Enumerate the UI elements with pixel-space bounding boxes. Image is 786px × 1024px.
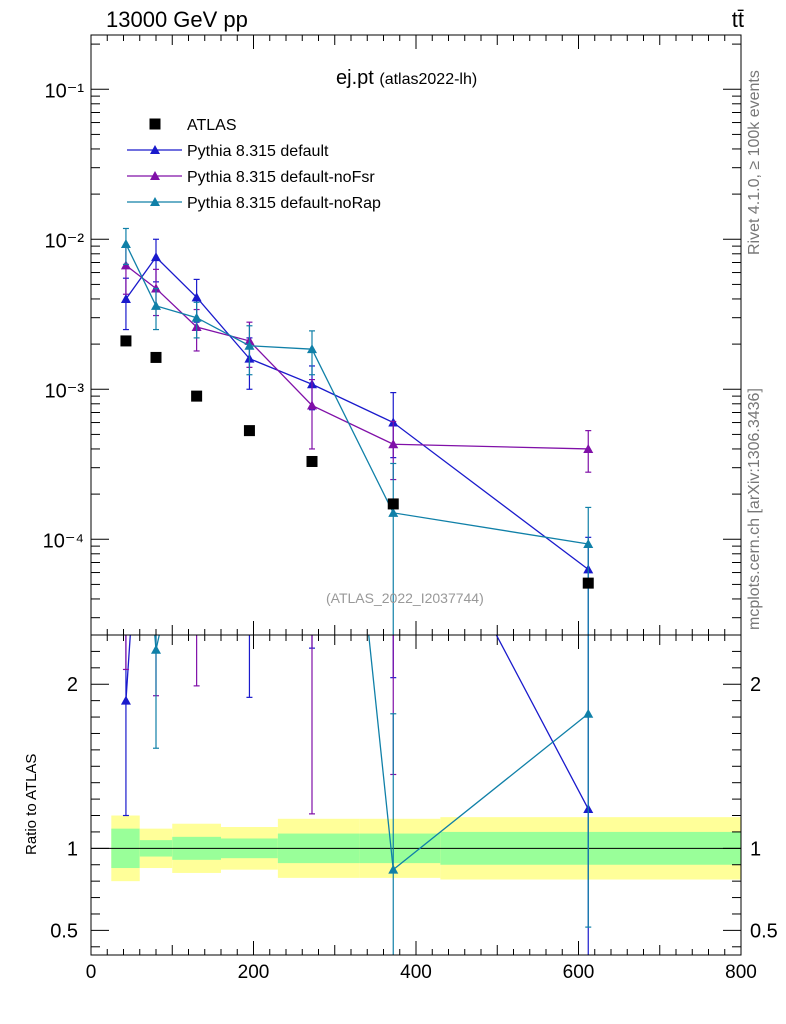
ratio-series-2-point-5: [388, 864, 399, 874]
ratio-series-0-point-2: [192, 261, 202, 270]
data-point-0: [120, 335, 132, 347]
series-0-point-0: [120, 293, 131, 303]
series-2-point-1: [151, 300, 161, 310]
y-tick-label-0: 10⁻⁴: [43, 530, 84, 552]
series-2-point-2: [191, 312, 202, 322]
ratio-series-2-point-3: [244, 404, 254, 413]
plot-title-subtitle: (atlas2022-lh): [379, 71, 478, 88]
series-1-point-6: [583, 443, 594, 453]
ratio-label-right-1: 1: [750, 838, 761, 860]
series-1-line: [125, 264, 589, 450]
ratio-series-1-line: [126, 0, 588, 625]
y-tick-label-1: 10⁻³: [45, 380, 85, 402]
legend-label-0: Pythia 8.315 default: [187, 143, 329, 160]
legend-marker-0: [150, 145, 160, 154]
ratio-panel-series: [120, 0, 594, 955]
series-0-point-2: [191, 292, 202, 302]
plot-title: ej.pt (atlas2022-lh): [336, 67, 477, 90]
ratio-panel-frame: [90, 634, 742, 956]
ratio-label-left-0: 0.5: [50, 920, 78, 942]
series-2-point-3: [244, 340, 255, 350]
y-tick-label-2: 10⁻²: [45, 230, 85, 252]
ratio-series-0-line: [125, 635, 589, 810]
ratio-series-1-point-4: [307, 620, 317, 629]
ratio-label-left-2: 2: [67, 674, 78, 696]
ratio-series-0-point-3: [244, 512, 254, 521]
ratio-series-1-point-1: [151, 535, 161, 544]
ratio-label-left-1: 1: [67, 838, 78, 860]
x-tick-label-600: 600: [563, 962, 595, 983]
x-tick-label-0: 0: [86, 962, 97, 983]
legend-label-1: Pythia 8.315 default-noFsr: [187, 169, 375, 186]
ratio-series-2-point-6: [583, 708, 594, 718]
ratio-series-2-point-2: [192, 461, 202, 470]
ratio-series-0-point-0: [120, 695, 131, 705]
data-point-4: [306, 455, 318, 467]
series-2-point-0: [120, 238, 131, 248]
ratio-series-0-point-4: [307, 471, 317, 480]
legend-marker-data: [149, 118, 161, 130]
ratio-axis-label: Ratio to ATLAS: [23, 753, 40, 855]
series-2-point-5: [388, 507, 399, 517]
legend-marker-2: [150, 197, 160, 206]
ratio-label-right-2: 2: [750, 674, 761, 696]
series-0-line: [125, 256, 589, 570]
legend-label-2: Pythia 8.315 default-noRap: [187, 195, 381, 212]
series-2-point-6: [583, 538, 594, 548]
ratio-label-right-0: 0.5: [750, 920, 778, 942]
ratio-series-2-point-1: [151, 644, 161, 654]
tick-labels: 0 200 400 600 800 10⁻⁴ 10⁻³ 10⁻² 10⁻¹ 0.5 0.5 1 1 2 2: [43, 80, 778, 983]
main-panel-series: [120, 227, 594, 635]
series-1-point-4: [307, 400, 317, 410]
plot-title-main: ej.pt: [336, 67, 374, 89]
process-label: tt̄: [731, 7, 744, 32]
legend-label-data: ATLAS: [187, 117, 237, 134]
series-1-point-5: [388, 439, 399, 449]
data-point-6: [582, 577, 594, 589]
axis-ticks: [90, 35, 742, 955]
analysis-id-watermark: (ATLAS_2022_I2037744): [326, 590, 484, 606]
series-2-point-4: [307, 344, 317, 354]
rivet-version-label: Rivet 4.1.0, ≥ 100k events: [746, 70, 763, 255]
y-tick-label-3: 10⁻¹: [45, 80, 85, 102]
energy-label: 13000 GeV pp: [106, 7, 248, 32]
ratio-series-1-point-0: [121, 484, 131, 493]
x-tick-label-200: 200: [238, 962, 270, 983]
x-tick-label-800: 800: [725, 962, 757, 983]
mcplots-reference-label: mcplots.cern.ch [arXiv:1306.3436]: [746, 388, 763, 630]
ratio-series-2-point-4: [307, 87, 317, 96]
data-point-3: [243, 425, 255, 437]
series-0-point-1: [151, 252, 161, 262]
data-point-1: [150, 351, 162, 363]
legend: ATLAS Pythia 8.315 default Pythia 8.315 de…: [127, 117, 381, 212]
legend-marker-1: [150, 171, 160, 180]
x-tick-label-400: 400: [400, 962, 432, 983]
data-point-2: [191, 390, 203, 402]
data-point-5: [387, 498, 399, 510]
ratio-series-1-point-2: [192, 533, 202, 542]
